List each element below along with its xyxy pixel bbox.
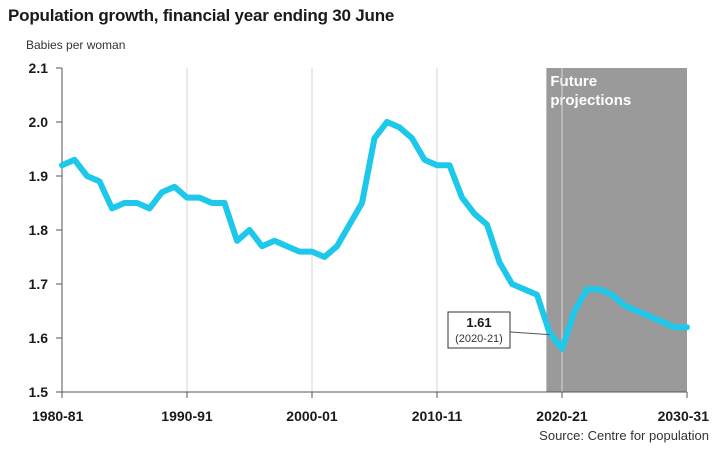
projection-label-line2: projections [550, 92, 631, 109]
projection-label-line1: Future [550, 73, 597, 90]
y-tick-label: 1.5 [29, 384, 49, 400]
x-tick-label: 2030-31 [658, 408, 710, 424]
projection-region [546, 68, 687, 392]
annotation-leader-line [509, 331, 550, 336]
x-tick-label: 1980-81 [32, 408, 84, 424]
y-tick-label: 1.7 [29, 276, 49, 292]
x-tick-label: 1990-91 [161, 408, 213, 424]
y-tick-label: 2.0 [29, 114, 49, 130]
x-tick-label: 2010-11 [412, 408, 463, 424]
annotation-box [447, 311, 511, 349]
annotation-value: 1.61 [466, 315, 491, 330]
x-tick-label: 2000-01 [286, 408, 338, 424]
y-tick-label: 2.1 [29, 60, 49, 76]
y-tick-label: 1.8 [29, 222, 49, 238]
annotation-sublabel: (2020-21) [455, 333, 503, 345]
chart-title: Population growth, financial year ending… [8, 6, 395, 25]
series-line [59, 119, 690, 352]
x-tick-label: 2020-21 [536, 408, 588, 424]
y-tick-label: 1.6 [29, 330, 49, 346]
y-axis-label: Babies per woman [26, 38, 126, 52]
source-note: Source: Centre for population [539, 428, 709, 443]
y-tick-label: 1.9 [29, 168, 49, 184]
